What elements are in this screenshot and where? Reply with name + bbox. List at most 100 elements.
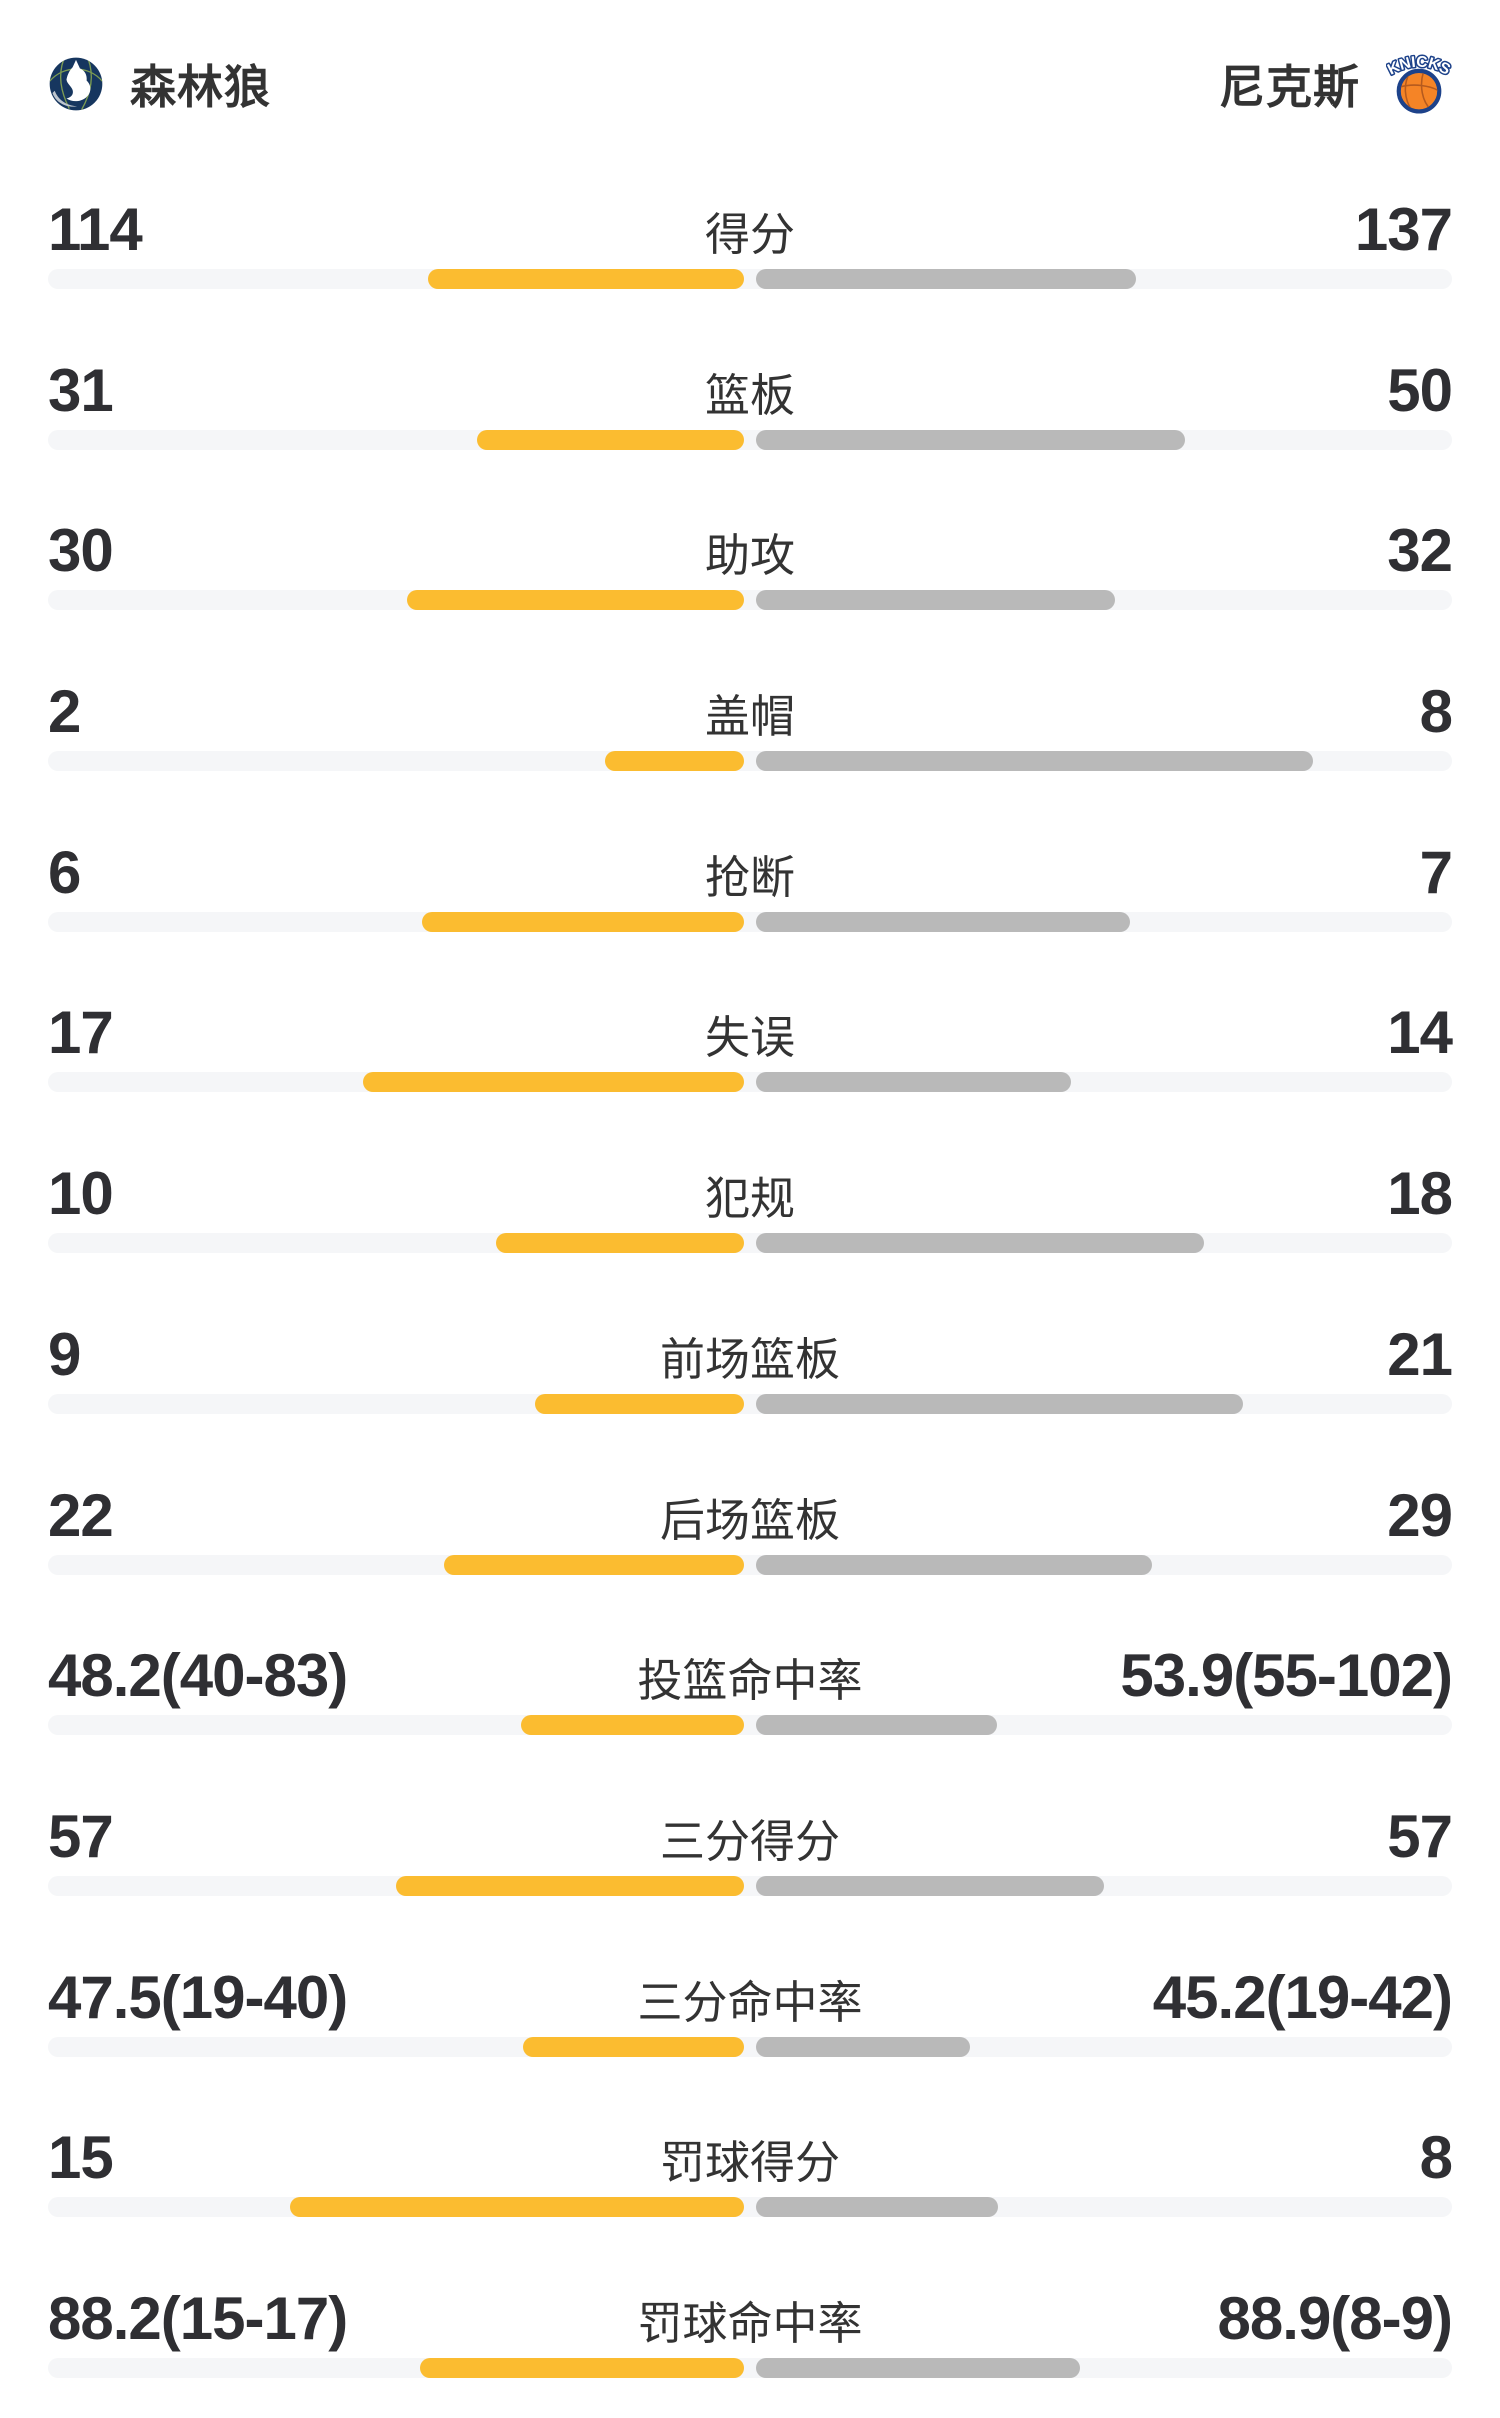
stat-row: 22 后场篮板 29 bbox=[48, 1454, 1453, 1615]
home-bar bbox=[444, 1554, 744, 1575]
away-bar bbox=[756, 1072, 1071, 1093]
stat-label: 前场篮板 bbox=[659, 1333, 840, 1385]
stat-bar-track bbox=[48, 1233, 1452, 1254]
away-bar bbox=[756, 2036, 971, 2057]
home-value: 88.2(15-17) bbox=[48, 2284, 348, 2352]
away-bar bbox=[756, 1875, 1104, 1896]
stat-line: 6 抢断 7 bbox=[48, 811, 1453, 906]
stat-line: 47.5(19-40) 三分命中率 45.2(19-42) bbox=[48, 1936, 1453, 2031]
away-team-name: 尼克斯 bbox=[1219, 61, 1360, 113]
stat-row: 15 罚球得分 8 bbox=[48, 2096, 1453, 2257]
header: 森林狼 尼克斯 KNICKS bbox=[48, 0, 1452, 168]
home-value: 15 bbox=[48, 2124, 114, 2192]
stat-bar-track bbox=[48, 751, 1452, 772]
home-bar bbox=[604, 751, 744, 772]
away-team[interactable]: 尼克斯 KNICKS bbox=[1219, 51, 1452, 117]
stat-bar-track bbox=[48, 1715, 1452, 1736]
stat-bar-track bbox=[48, 269, 1452, 289]
stat-row: 114 得分 137 bbox=[48, 168, 1453, 329]
stat-label: 三分得分 bbox=[659, 1815, 840, 1867]
stat-bar-track bbox=[48, 590, 1452, 611]
home-value: 114 bbox=[48, 196, 143, 263]
home-bar bbox=[535, 1393, 744, 1414]
stat-line: 2 盖帽 8 bbox=[48, 650, 1453, 746]
stat-row: 30 助攻 32 bbox=[48, 489, 1453, 650]
away-bar bbox=[756, 590, 1116, 611]
away-bar bbox=[756, 1393, 1244, 1414]
home-value: 48.2(40-83) bbox=[48, 1642, 348, 1710]
stat-bar-track bbox=[48, 1875, 1452, 1896]
away-bar bbox=[756, 269, 1137, 289]
away-value: 8 bbox=[1419, 2124, 1453, 2192]
home-bar bbox=[495, 1233, 744, 1254]
home-bar bbox=[290, 2197, 744, 2218]
stat-row: 57 三分得分 57 bbox=[48, 1775, 1453, 1936]
stat-row: 88.2(15-17) 罚球命中率 88.9(8-9) bbox=[48, 2257, 1453, 2418]
home-team[interactable]: 森林狼 bbox=[48, 51, 271, 117]
stat-label: 失误 bbox=[704, 1012, 795, 1064]
stat-bar-track bbox=[48, 2197, 1452, 2218]
stat-label: 三分命中率 bbox=[637, 1976, 863, 2028]
home-value: 57 bbox=[48, 1802, 114, 1870]
stat-label: 得分 bbox=[704, 209, 795, 260]
stat-line: 30 助攻 32 bbox=[48, 489, 1453, 585]
stat-label: 罚球命中率 bbox=[637, 2297, 863, 2349]
stat-label: 盖帽 bbox=[704, 691, 795, 743]
away-value: 18 bbox=[1387, 1160, 1453, 1228]
knicks-logo: KNICKS bbox=[1386, 53, 1452, 114]
stat-row: 48.2(40-83) 投篮命中率 53.9(55-102) bbox=[48, 1614, 1453, 1775]
home-value: 22 bbox=[48, 1481, 114, 1549]
stat-label: 助攻 bbox=[704, 530, 795, 582]
stat-row: 31 篮板 50 bbox=[48, 329, 1453, 490]
home-value: 2 bbox=[48, 678, 81, 746]
stat-line: 57 三分得分 57 bbox=[48, 1775, 1453, 1870]
away-bar bbox=[756, 1554, 1153, 1575]
away-bar bbox=[756, 911, 1131, 932]
away-value: 32 bbox=[1387, 517, 1453, 585]
away-bar bbox=[756, 751, 1313, 772]
away-value: 45.2(19-42) bbox=[1152, 1963, 1453, 2031]
stat-bar-track bbox=[48, 911, 1452, 932]
away-value: 21 bbox=[1387, 1320, 1453, 1388]
home-bar bbox=[520, 1715, 744, 1736]
home-bar bbox=[422, 911, 744, 932]
stat-line: 114 得分 137 bbox=[48, 168, 1453, 263]
stat-bar-track bbox=[48, 1393, 1452, 1414]
stat-row: 10 犯规 18 bbox=[48, 1132, 1453, 1293]
away-value: 50 bbox=[1387, 356, 1453, 424]
stat-line: 31 篮板 50 bbox=[48, 329, 1453, 424]
away-bar bbox=[756, 429, 1186, 450]
stat-bar-track bbox=[48, 1072, 1452, 1093]
stat-label: 后场篮板 bbox=[659, 1494, 840, 1546]
away-value: 57 bbox=[1387, 1802, 1453, 1870]
home-bar bbox=[419, 2357, 744, 2378]
stat-bar-track bbox=[48, 2036, 1452, 2057]
stat-line: 22 后场篮板 29 bbox=[48, 1454, 1453, 1549]
away-value: 29 bbox=[1387, 1481, 1453, 1549]
stat-bar-track bbox=[48, 429, 1452, 450]
stat-bar-track bbox=[48, 2357, 1452, 2378]
away-bar bbox=[756, 1233, 1204, 1254]
home-value: 17 bbox=[48, 999, 114, 1067]
away-value: 137 bbox=[1354, 196, 1453, 263]
stat-line: 9 前场篮板 21 bbox=[48, 1293, 1453, 1388]
stats-list: 114 得分 137 31 篮板 50 30 助攻 32 bbox=[48, 168, 1453, 2418]
stat-line: 88.2(15-17) 罚球命中率 88.9(8-9) bbox=[48, 2257, 1453, 2352]
stat-label: 罚球得分 bbox=[659, 2137, 840, 2189]
home-bar bbox=[407, 590, 744, 611]
home-value: 31 bbox=[48, 356, 114, 424]
stat-row: 6 抢断 7 bbox=[48, 811, 1453, 972]
home-bar bbox=[396, 1875, 744, 1896]
stat-row: 9 前场篮板 21 bbox=[48, 1293, 1453, 1454]
away-bar bbox=[756, 1715, 997, 1736]
away-bar bbox=[756, 2357, 1081, 2378]
away-value: 7 bbox=[1419, 838, 1453, 906]
home-value: 10 bbox=[48, 1160, 114, 1228]
away-bar bbox=[756, 2197, 999, 2218]
stat-line: 15 罚球得分 8 bbox=[48, 2096, 1453, 2192]
stat-row: 17 失误 14 bbox=[48, 971, 1453, 1132]
home-value: 47.5(19-40) bbox=[48, 1963, 348, 2031]
home-team-name: 森林狼 bbox=[130, 61, 271, 113]
stat-row: 2 盖帽 8 bbox=[48, 650, 1453, 811]
